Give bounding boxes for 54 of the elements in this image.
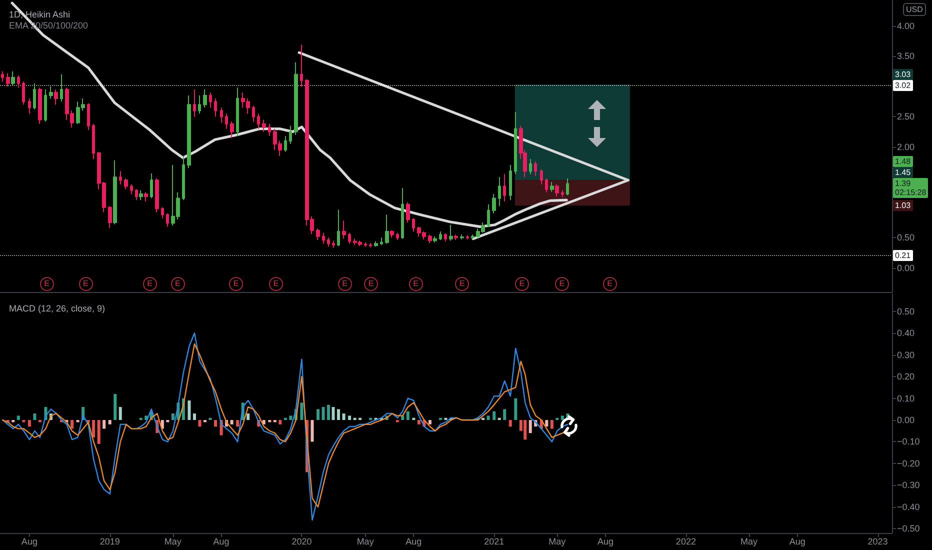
y-tick-label: 2.00	[897, 142, 915, 152]
annotation: E	[40, 276, 54, 291]
ref-line-label: 3.02	[893, 80, 913, 91]
y-tick-label: 3.50	[897, 51, 915, 62]
y-tick-label: −0.30	[897, 480, 920, 490]
y-tick-label: −0.10	[897, 436, 920, 447]
annotation: E	[602, 276, 617, 291]
y-tick-label: 0.50	[897, 232, 915, 243]
y-tick-label: 0.30	[897, 350, 915, 360]
text: 3.03	[893, 68, 913, 80]
annotation: E	[268, 276, 283, 291]
y-tick-label: −0.50	[897, 524, 920, 534]
y-tick-label: 0.20	[897, 372, 915, 382]
y-tick-label: 0.50	[897, 306, 915, 316]
y-tick-label: 2.50	[897, 112, 915, 122]
x-tick-label: Aug	[406, 536, 422, 546]
x-tick-label: Aug	[598, 536, 614, 546]
annotation: E	[142, 276, 157, 291]
y-tick-label: 0.40	[897, 328, 915, 338]
annotation: E	[78, 276, 93, 291]
x-tick-label: 2022	[676, 536, 696, 546]
annotation: E	[514, 276, 529, 291]
y-axis-title: USD	[903, 3, 926, 16]
ref-line-label: 0.21	[893, 250, 913, 261]
y-tick-label: 4.00	[897, 20, 915, 31]
y-tick-label: 0.00	[897, 262, 915, 273]
annotation: E	[554, 276, 569, 291]
text: 1D, Heikin Ashi	[9, 10, 70, 20]
text: 1.39 02:15:28	[893, 178, 928, 198]
text: 1.03	[893, 200, 913, 212]
annotation: E	[364, 276, 378, 291]
x-tick-label: Aug	[213, 536, 230, 546]
x-tick-label: 2019	[100, 536, 120, 546]
x-tick-label: May	[164, 536, 182, 546]
annotation: E	[170, 276, 185, 291]
y-tick-label: −0.40	[897, 502, 920, 512]
annotation: E	[338, 276, 352, 291]
x-tick-label: Aug	[789, 536, 806, 546]
x-tick-label: 2021	[484, 536, 504, 546]
x-tick-label: May	[356, 536, 374, 546]
x-tick-label: 2023	[868, 536, 888, 546]
x-tick-label: May	[548, 536, 566, 546]
text: 1.48	[893, 156, 913, 168]
y-tick-label: −0.20	[897, 458, 920, 468]
annotation: E	[408, 276, 423, 291]
x-tick-label: 2020	[292, 536, 312, 546]
y-tick-label: 0.10	[897, 393, 915, 404]
y-tick-label: 0.00	[897, 415, 915, 426]
text: MACD (12, 26, close, 9)	[9, 304, 106, 314]
x-tick-label: May	[740, 536, 758, 546]
annotation: E	[455, 276, 470, 291]
annotation: E	[229, 276, 243, 291]
x-tick-label: Aug	[21, 536, 38, 546]
text: 1.45	[893, 167, 913, 178]
